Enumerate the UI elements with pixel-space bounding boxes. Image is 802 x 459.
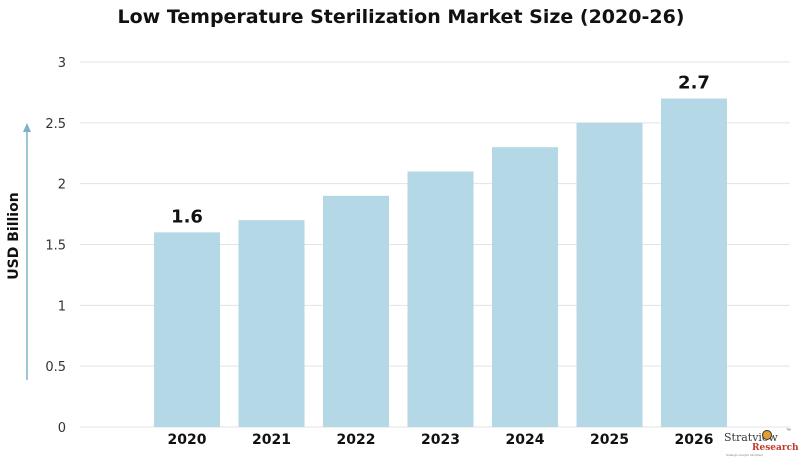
bar-2021 bbox=[238, 220, 305, 427]
logo-trademark: ™ bbox=[786, 428, 791, 434]
y-axis-arrowhead-icon bbox=[23, 123, 31, 132]
y-tick-label: 2 bbox=[58, 178, 66, 193]
stratview-logo: Stratview ™ Research Strategic Insights … bbox=[724, 428, 799, 457]
x-tick-label: 2024 bbox=[506, 432, 545, 448]
logo-mark-icon bbox=[762, 430, 772, 440]
bar-2023 bbox=[407, 171, 474, 427]
x-tick-label: 2025 bbox=[590, 432, 629, 448]
x-tick-label: 2023 bbox=[421, 432, 460, 448]
bar-2025 bbox=[576, 122, 643, 427]
y-tick-label: 0 bbox=[58, 421, 66, 436]
bar-2026 bbox=[661, 98, 727, 427]
y-tick-label: 1.5 bbox=[45, 239, 66, 254]
x-tick-label: 2026 bbox=[675, 432, 714, 448]
data-label: 1.6 bbox=[171, 206, 203, 227]
logo-tagline: Strategic Insights Simplified bbox=[726, 453, 763, 457]
y-tick-label: 1 bbox=[58, 299, 66, 314]
bar-2020 bbox=[154, 232, 220, 427]
x-tick-label: 2022 bbox=[337, 432, 376, 448]
data-label: 2.7 bbox=[678, 73, 710, 94]
bar-2024 bbox=[492, 147, 558, 427]
bar-2022 bbox=[323, 195, 389, 427]
chart-title: Low Temperature Sterilization Market Siz… bbox=[117, 6, 685, 28]
y-tick-label: 0.5 bbox=[45, 360, 66, 375]
logo-brand-line2: Research bbox=[752, 443, 799, 453]
x-tick-label: 2020 bbox=[168, 432, 207, 448]
x-tick-label: 2021 bbox=[252, 432, 291, 448]
y-tick-label: 2.5 bbox=[45, 117, 66, 132]
y-tick-label: 3 bbox=[58, 56, 66, 71]
